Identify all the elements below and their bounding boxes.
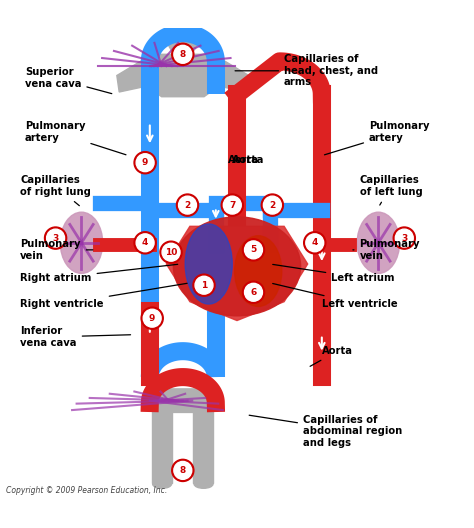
Circle shape <box>142 308 163 328</box>
Polygon shape <box>152 410 173 483</box>
Text: Right atrium: Right atrium <box>20 265 178 283</box>
Text: Pulmonary
vein: Pulmonary vein <box>353 239 420 261</box>
Ellipse shape <box>173 217 301 316</box>
Text: 9: 9 <box>142 158 148 167</box>
Circle shape <box>394 228 415 249</box>
Circle shape <box>177 195 198 215</box>
Text: 2: 2 <box>269 201 275 210</box>
Polygon shape <box>193 410 213 483</box>
Ellipse shape <box>357 212 400 274</box>
Circle shape <box>264 196 281 214</box>
Text: 10: 10 <box>165 248 177 257</box>
Ellipse shape <box>194 480 213 488</box>
Text: Pulmonary
artery: Pulmonary artery <box>25 121 126 155</box>
Text: Aorta: Aorta <box>310 346 353 366</box>
Ellipse shape <box>60 212 103 274</box>
Text: Inferior
vena cava: Inferior vena cava <box>20 326 130 348</box>
Circle shape <box>395 229 413 247</box>
Polygon shape <box>152 389 213 412</box>
Text: 6: 6 <box>250 288 256 297</box>
Polygon shape <box>166 227 308 320</box>
Circle shape <box>195 276 213 294</box>
Circle shape <box>136 234 154 252</box>
Circle shape <box>46 229 64 247</box>
Text: 9: 9 <box>149 314 155 323</box>
Polygon shape <box>117 54 152 92</box>
Ellipse shape <box>185 224 232 304</box>
Circle shape <box>143 309 161 327</box>
Circle shape <box>161 242 182 262</box>
Text: Left atrium: Left atrium <box>273 265 395 283</box>
Circle shape <box>262 195 283 215</box>
Ellipse shape <box>235 235 282 306</box>
Text: Capillaries of
head, chest, and
arms: Capillaries of head, chest, and arms <box>235 54 378 88</box>
Text: Pulmonary
artery: Pulmonary artery <box>325 121 429 155</box>
Circle shape <box>174 45 192 63</box>
Circle shape <box>174 461 192 479</box>
Text: Pulmonary
vein: Pulmonary vein <box>20 239 93 261</box>
Circle shape <box>304 232 325 253</box>
Text: 5: 5 <box>250 246 256 254</box>
Text: Left ventricle: Left ventricle <box>273 284 397 309</box>
Circle shape <box>306 234 324 252</box>
Circle shape <box>136 154 154 172</box>
Circle shape <box>173 44 193 64</box>
Text: Superior
vena cava: Superior vena cava <box>25 67 112 93</box>
Text: Capillaries of
abdominal region
and legs: Capillaries of abdominal region and legs <box>249 414 402 448</box>
Circle shape <box>162 243 180 261</box>
Circle shape <box>194 275 214 296</box>
Text: 8: 8 <box>180 50 186 59</box>
Text: 8: 8 <box>180 466 186 475</box>
Text: 2: 2 <box>184 201 191 210</box>
Circle shape <box>223 196 241 214</box>
Circle shape <box>243 240 264 260</box>
Circle shape <box>168 25 198 55</box>
Text: Aorta: Aorta <box>228 155 259 165</box>
Circle shape <box>179 196 197 214</box>
Text: Copyright © 2009 Pearson Education, Inc.: Copyright © 2009 Pearson Education, Inc. <box>6 486 167 495</box>
Text: 7: 7 <box>229 201 236 210</box>
Polygon shape <box>145 54 220 97</box>
Circle shape <box>243 282 264 303</box>
Circle shape <box>45 228 66 249</box>
Text: 3: 3 <box>53 233 59 242</box>
Text: Capillaries
of right lung: Capillaries of right lung <box>20 175 91 206</box>
Polygon shape <box>213 54 249 92</box>
Text: 4: 4 <box>311 238 318 247</box>
Text: 1: 1 <box>201 281 207 290</box>
Circle shape <box>222 195 243 215</box>
Circle shape <box>245 241 263 259</box>
Circle shape <box>135 232 155 253</box>
Text: Right ventricle: Right ventricle <box>20 284 187 309</box>
Ellipse shape <box>153 480 172 488</box>
Text: 4: 4 <box>142 238 148 247</box>
Text: 3: 3 <box>401 233 408 242</box>
Circle shape <box>173 460 193 481</box>
Text: Aorta: Aorta <box>232 155 265 165</box>
Circle shape <box>245 284 263 301</box>
Text: Capillaries
of left lung: Capillaries of left lung <box>359 175 422 205</box>
Circle shape <box>135 152 155 173</box>
